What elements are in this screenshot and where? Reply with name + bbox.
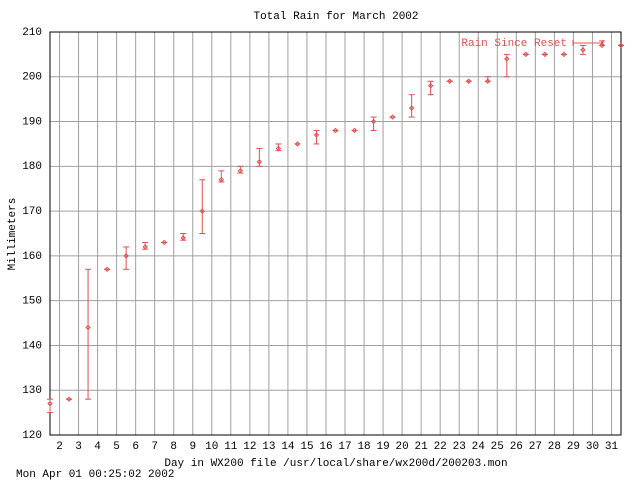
x-tick-label: 26: [510, 441, 523, 453]
data-point: [313, 132, 320, 138]
x-tick-label: 2: [56, 441, 63, 453]
data-point: [332, 127, 339, 134]
x-tick-label: 15: [300, 441, 313, 453]
data-point: [446, 78, 453, 84]
data-point: [389, 114, 396, 120]
x-tick-label: 14: [281, 441, 295, 453]
legend-label: Rain Since Reset: [461, 38, 567, 50]
data-point: [256, 159, 263, 165]
data-point: [142, 244, 148, 250]
data-point: [123, 253, 129, 259]
data-point: [66, 396, 72, 402]
timestamp: Mon Apr 01 00:25:02 2002: [16, 469, 174, 480]
data-point: [466, 78, 472, 84]
x-tick-label: 8: [170, 441, 177, 453]
data-point: [275, 145, 282, 152]
x-tick-label: 6: [132, 441, 139, 453]
data-point: [408, 105, 415, 111]
x-tick-label: 10: [205, 441, 218, 453]
data-point: [618, 42, 624, 49]
y-tick-label: 160: [22, 251, 42, 263]
x-tick-label: 16: [319, 441, 332, 453]
x-tick-label: 27: [529, 441, 542, 453]
y-tick-label: 170: [22, 206, 42, 218]
data-point: [504, 56, 510, 62]
x-tick-label: 21: [415, 441, 429, 453]
x-axis-label: Day in WX200 file /usr/local/share/wx200…: [164, 458, 507, 470]
data-point: [485, 78, 491, 84]
x-tick-label: 30: [586, 441, 599, 453]
x-tick-label: 19: [376, 441, 389, 453]
x-tick-label: 9: [189, 441, 196, 453]
y-tick-label: 190: [22, 116, 42, 128]
data-point: [294, 141, 301, 147]
x-tick-label: 22: [434, 441, 447, 453]
y-axis-label: Millimeters: [7, 198, 19, 271]
x-tick-label: 24: [472, 441, 486, 453]
data-point: [85, 324, 91, 331]
x-tick-label: 17: [338, 441, 351, 453]
y-tick-label: 200: [22, 72, 42, 84]
data-point: [542, 51, 548, 58]
data-point: [427, 83, 434, 89]
y-tick-label: 130: [22, 385, 42, 397]
data-point: [180, 235, 186, 241]
data-point: [161, 239, 167, 246]
x-tick-label: 3: [75, 441, 82, 453]
y-tick-label: 180: [22, 161, 42, 173]
x-tick-label: 25: [491, 441, 504, 453]
y-tick-label: 140: [22, 340, 42, 352]
data-point: [580, 47, 586, 53]
x-tick-label: 28: [548, 441, 561, 453]
data-point: [561, 51, 567, 58]
plot-border: [49, 31, 622, 436]
y-tick-label: 210: [22, 27, 42, 39]
x-tick-label: 23: [453, 441, 466, 453]
data-point: [351, 127, 358, 134]
data-point: [199, 208, 205, 214]
y-tick-label: 150: [22, 296, 42, 308]
data-point: [523, 51, 529, 58]
x-tick-label: 18: [357, 441, 370, 453]
data-point: [237, 168, 244, 174]
data-point: [104, 266, 110, 273]
data-point: [599, 42, 605, 49]
x-tick-label: 11: [224, 441, 238, 453]
x-tick-label: 4: [94, 441, 101, 453]
data-point: [370, 118, 377, 125]
x-tick-label: 7: [151, 441, 158, 453]
x-tick-label: 29: [567, 441, 580, 453]
x-tick-label: 31: [605, 441, 619, 453]
y-tick-label: 120: [22, 430, 42, 442]
data-point: [47, 400, 53, 407]
x-tick-label: 12: [243, 441, 256, 453]
chart-title: Total Rain for March 2002: [253, 11, 418, 23]
x-tick-label: 13: [262, 441, 275, 453]
x-tick-label: 5: [113, 441, 120, 453]
x-tick-label: 20: [396, 441, 409, 453]
data-point: [218, 177, 225, 183]
